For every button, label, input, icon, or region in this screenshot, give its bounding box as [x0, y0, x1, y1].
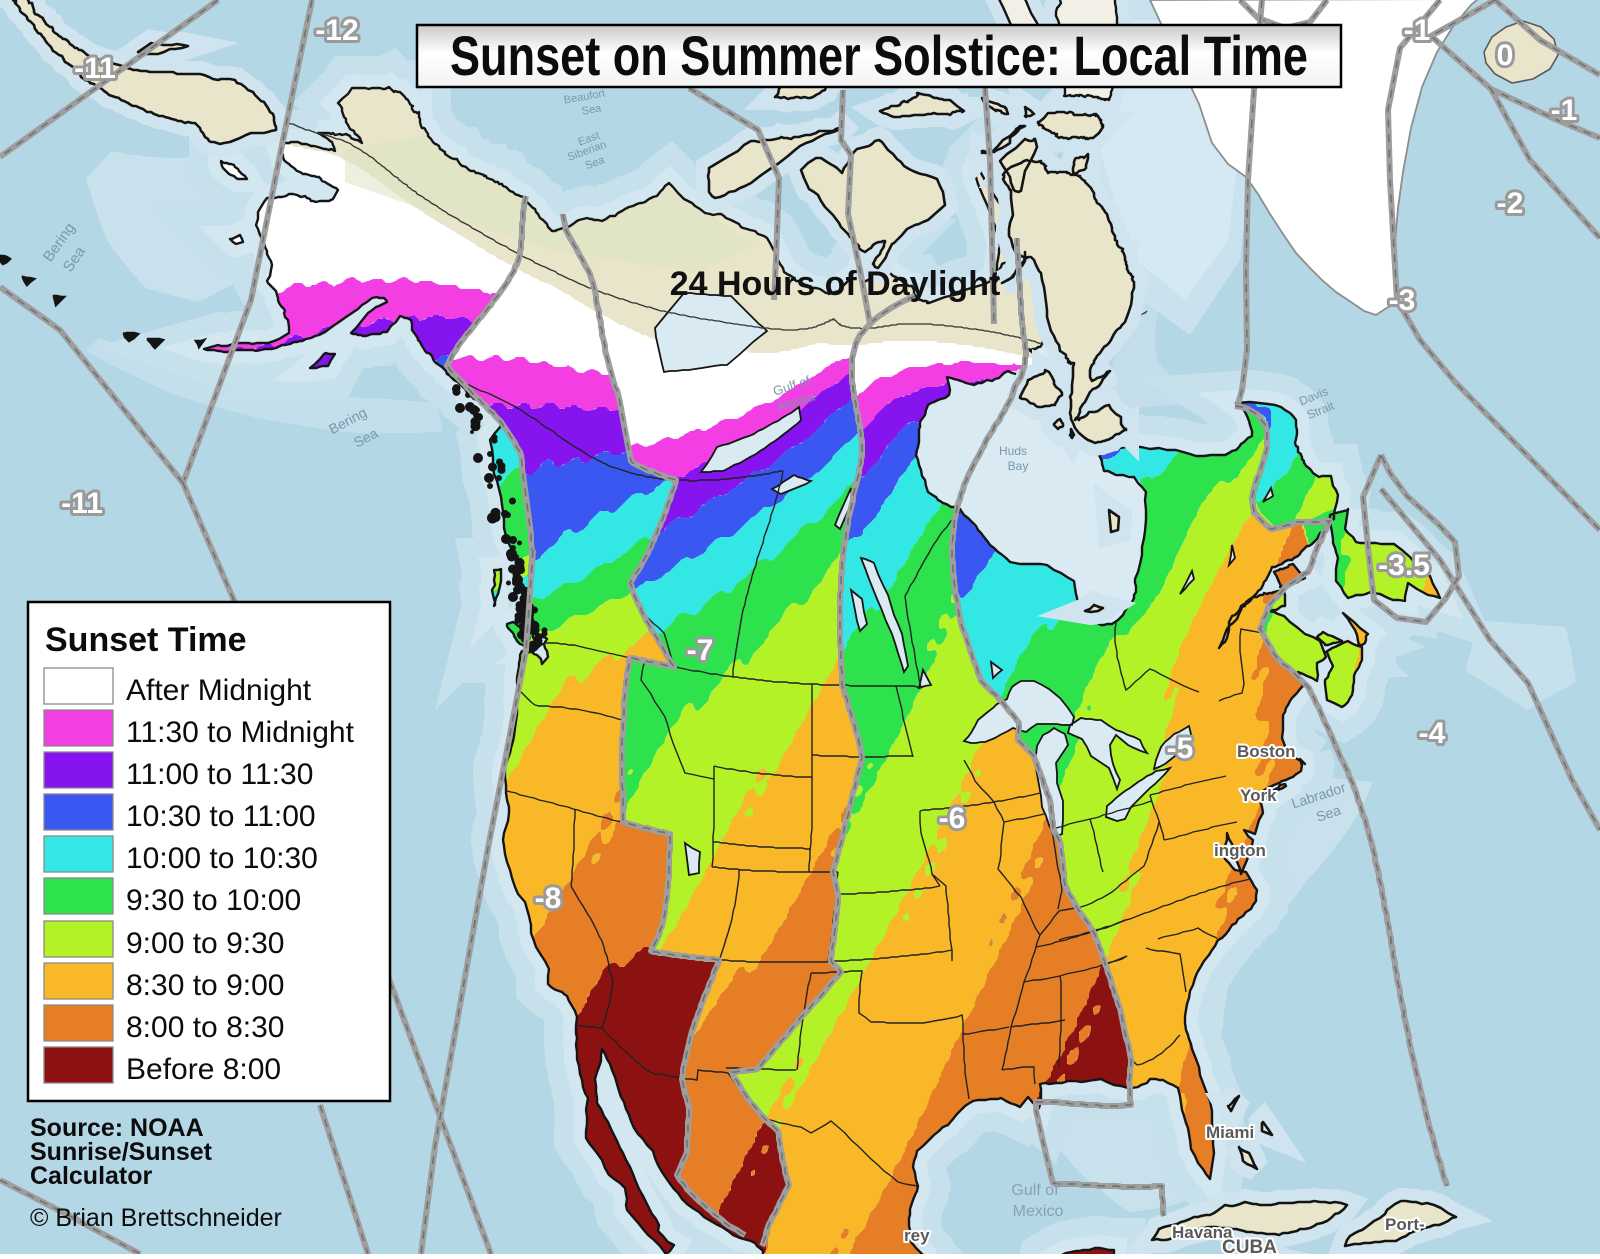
svg-text:-6: -6 — [939, 802, 966, 835]
svg-text:Sea: Sea — [581, 102, 603, 117]
svg-text:Boston: Boston — [1237, 742, 1296, 761]
svg-text:-11: -11 — [74, 52, 116, 85]
svg-text:-12: -12 — [315, 14, 358, 47]
svg-text:-5: -5 — [1167, 732, 1194, 765]
svg-text:-4: -4 — [1419, 717, 1446, 750]
svg-text:-1: -1 — [1404, 14, 1431, 47]
svg-text:-1: -1 — [1551, 94, 1578, 127]
svg-text:ington: ington — [1214, 841, 1266, 860]
svg-text:-8: -8 — [535, 882, 562, 915]
svg-text:Before 8:00: Before 8:00 — [126, 1053, 281, 1086]
svg-text:Port-: Port- — [1385, 1215, 1425, 1234]
svg-text:9:00 to 9:30: 9:00 to 9:30 — [126, 927, 284, 960]
svg-text:11:00 to 11:30: 11:00 to 11:30 — [126, 758, 313, 791]
svg-text:10:00 to 10:30: 10:00 to 10:30 — [126, 842, 318, 875]
svg-text:York: York — [1240, 786, 1277, 805]
svg-text:-11: -11 — [61, 487, 103, 520]
svg-text:-3.5: -3.5 — [1378, 549, 1430, 582]
svg-text:24 Hours of Daylight: 24 Hours of Daylight — [670, 265, 1001, 303]
svg-text:0: 0 — [1497, 39, 1514, 72]
svg-text:Mexico: Mexico — [1013, 1203, 1064, 1220]
svg-text:-3: -3 — [1389, 284, 1416, 317]
svg-text:Gulf of: Gulf of — [1011, 1182, 1059, 1199]
svg-text:Port-: Port- — [1385, 1215, 1425, 1234]
svg-text:rey: rey — [904, 1226, 930, 1245]
svg-text:rey: rey — [904, 1226, 930, 1245]
svg-text:-7: -7 — [687, 634, 714, 667]
svg-text:-5: -5 — [1167, 732, 1194, 765]
svg-text:8:00 to 8:30: 8:00 to 8:30 — [126, 1011, 284, 1044]
svg-text:-3: -3 — [1389, 284, 1416, 317]
svg-text:Boston: Boston — [1237, 742, 1296, 761]
svg-text:© Brian Brettschneider: © Brian Brettschneider — [30, 1204, 282, 1232]
svg-text:11:30 to Midnight: 11:30 to Midnight — [126, 716, 355, 749]
svg-text:Sunset Time: Sunset Time — [45, 621, 247, 659]
svg-text:Calculator: Calculator — [30, 1162, 153, 1190]
svg-text:-12: -12 — [315, 14, 358, 47]
svg-text:8:30 to 9:00: 8:30 to 9:00 — [126, 969, 284, 1002]
svg-text:Huds: Huds — [999, 444, 1027, 458]
svg-text:-2: -2 — [1497, 187, 1524, 220]
svg-text:0: 0 — [1497, 39, 1514, 72]
svg-text:Miami: Miami — [1206, 1123, 1254, 1142]
svg-text:Bay: Bay — [1008, 459, 1029, 473]
svg-text:-2: -2 — [1497, 187, 1524, 220]
svg-text:CUBA: CUBA — [1222, 1237, 1277, 1254]
svg-text:Sunrise/Sunset: Sunrise/Sunset — [30, 1138, 213, 1166]
svg-text:After Midnight: After Midnight — [126, 674, 312, 707]
svg-text:Miami: Miami — [1206, 1123, 1254, 1142]
svg-text:York: York — [1240, 786, 1277, 805]
svg-text:10:30 to 11:00: 10:30 to 11:00 — [126, 800, 316, 833]
svg-text:-6: -6 — [939, 802, 966, 835]
svg-text:ington: ington — [1214, 841, 1266, 860]
svg-text:Havana: Havana — [1172, 1223, 1233, 1242]
svg-text:-7: -7 — [687, 634, 714, 667]
svg-text:Havana: Havana — [1172, 1223, 1233, 1242]
svg-text:-4: -4 — [1419, 717, 1446, 750]
svg-text:-11: -11 — [74, 52, 116, 85]
svg-text:-11: -11 — [61, 487, 103, 520]
svg-text:-8: -8 — [535, 882, 562, 915]
svg-text:Source: NOAA: Source: NOAA — [30, 1114, 204, 1142]
svg-text:-1: -1 — [1551, 94, 1578, 127]
svg-text:Sunset on Summer Solstice: Loc: Sunset on Summer Solstice: Local Time — [450, 24, 1308, 87]
svg-text:-1: -1 — [1404, 14, 1431, 47]
svg-text:9:30 to 10:00: 9:30 to 10:00 — [126, 884, 301, 917]
svg-text:Sea: Sea — [1314, 802, 1343, 825]
svg-text:-3.5: -3.5 — [1378, 549, 1430, 582]
